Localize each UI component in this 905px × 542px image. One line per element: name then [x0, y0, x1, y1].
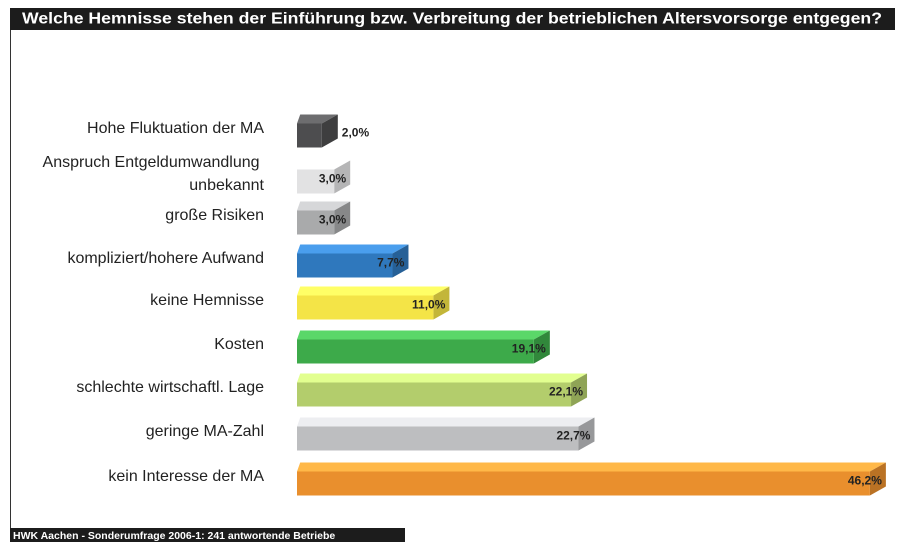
bar [297, 253, 393, 278]
bar-side [869, 462, 886, 496]
value-label: 46,2% [848, 474, 882, 488]
bar-side [334, 201, 351, 235]
bar-side [578, 417, 595, 451]
bar-top [297, 201, 351, 211]
bar-top [297, 373, 588, 383]
title-bar [10, 8, 895, 30]
chart-title: Welche Hemnisse stehen der Einführung bz… [22, 11, 882, 28]
value-label: 3,0% [319, 213, 347, 227]
source: HWK Aachen - Sonderumfrage 2006-1: 241 a… [13, 530, 335, 542]
bar [297, 339, 534, 364]
bar-top [297, 462, 886, 472]
value-label: 3,0% [319, 172, 347, 186]
bar-top [297, 244, 409, 254]
bar-top [297, 286, 450, 296]
category-label: geringe MA-Zahl [146, 423, 264, 440]
bar-top [297, 114, 338, 124]
category-label: Hohe Fluktuation der MA [87, 120, 264, 137]
category-label: keine Hemnisse [150, 292, 264, 309]
value-label: 11,0% [412, 298, 446, 312]
bar [297, 295, 434, 320]
category-label: schlechte wirtschaftl. Lage [76, 379, 264, 396]
source-bar [10, 528, 405, 542]
value-label: 2,0% [342, 126, 370, 140]
bar-side [433, 286, 450, 320]
category-label: große Risiken [165, 207, 264, 224]
bar-top [297, 330, 550, 340]
category-label: kompliziert/hohere Aufwand [67, 250, 264, 267]
category-label: Anspruch Entgeldumwandlung unbekannt [43, 154, 265, 194]
value-label: 19,1% [512, 342, 546, 356]
value-label: 7,7% [377, 256, 405, 270]
value-label: 22,1% [549, 385, 583, 399]
bar-side [334, 160, 351, 194]
bar [297, 210, 335, 235]
bar-top [297, 160, 351, 170]
value-label: 22,7% [556, 429, 590, 443]
bar [297, 123, 322, 148]
category-label: Kosten [214, 336, 264, 353]
bar [297, 169, 335, 194]
bar [297, 426, 579, 451]
bar-side [571, 373, 588, 407]
bar-side [392, 244, 409, 278]
category-label: kein Interesse der MA [108, 468, 264, 485]
bar-top [297, 417, 595, 427]
bar-side [533, 330, 550, 364]
bar [297, 471, 870, 496]
bar [297, 382, 572, 407]
bar-side [321, 114, 338, 148]
